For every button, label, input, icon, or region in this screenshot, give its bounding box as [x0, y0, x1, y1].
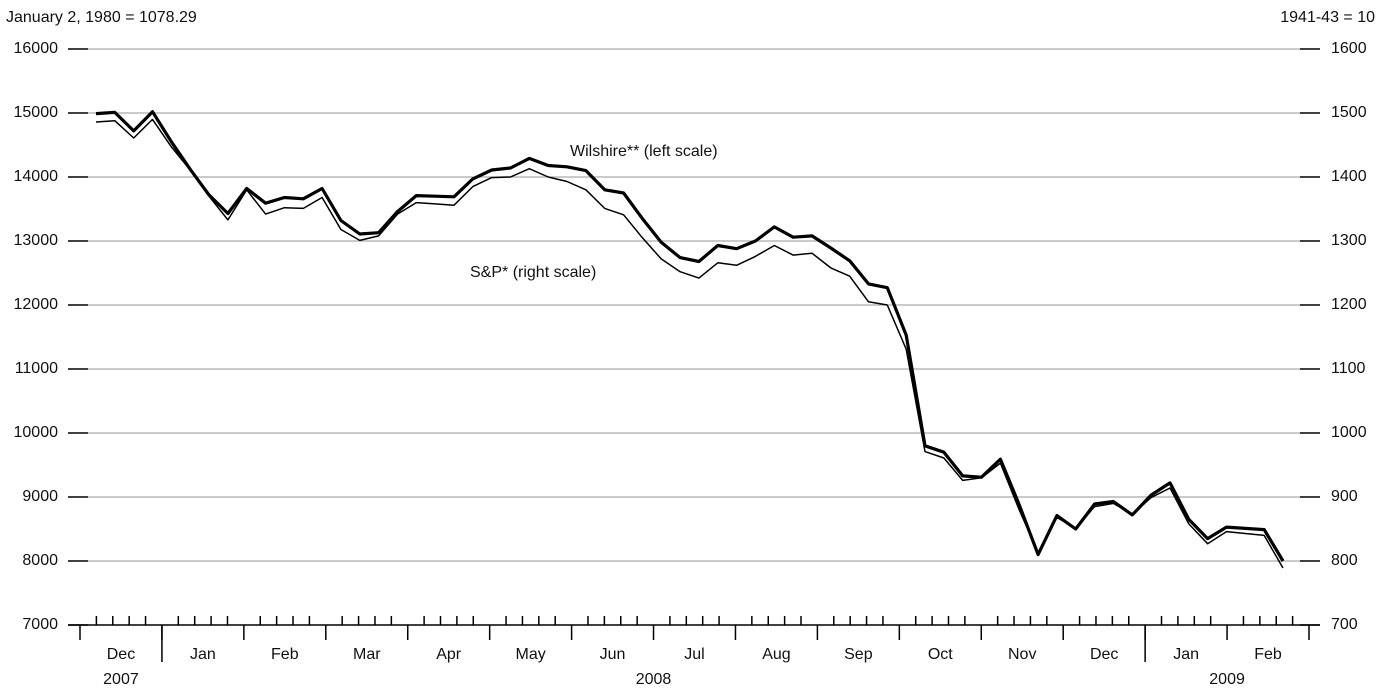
y2-tick-label: 1200 — [1331, 296, 1367, 313]
x-tick-label: Mar — [353, 646, 381, 663]
y-tick-label: 10000 — [14, 424, 59, 441]
y2-tick-label: 900 — [1331, 488, 1358, 505]
y-tick-label: 16000 — [14, 40, 59, 57]
year-label: 2008 — [636, 671, 672, 688]
y2-tick-label: 800 — [1331, 552, 1358, 569]
x-tick-label: Jan — [190, 646, 216, 663]
y-tick-label: 13000 — [14, 232, 59, 249]
y2-tick-label: 1300 — [1331, 232, 1367, 249]
x-tick-label: May — [516, 646, 546, 663]
year-label: 2009 — [1209, 671, 1245, 688]
y-tick-label: 9000 — [22, 488, 58, 505]
y-tick-label: 12000 — [14, 296, 59, 313]
x-tick-label: Jun — [600, 646, 626, 663]
y2-axis-note: 1941-43 = 10 — [1280, 9, 1375, 26]
y2-tick-label: 1000 — [1331, 424, 1367, 441]
x-tick-label: Oct — [928, 646, 953, 663]
y-tick-label: 15000 — [14, 104, 59, 121]
y-tick-label: 11000 — [15, 360, 58, 377]
x-tick-label: Sep — [844, 646, 873, 663]
x-tick-label: Jan — [1173, 646, 1199, 663]
x-tick-label: Nov — [1008, 646, 1036, 663]
series-label: S&P* (right scale) — [470, 264, 596, 281]
series-line — [95, 118, 1284, 569]
y2-tick-label: 1400 — [1331, 168, 1367, 185]
y2-tick-label: 1600 — [1331, 40, 1367, 57]
x-tick-label: Dec — [107, 646, 135, 663]
y-tick-label: 7000 — [22, 616, 58, 633]
x-tick-label: Apr — [436, 646, 462, 663]
x-tick-label: Feb — [1254, 646, 1282, 663]
y-tick-label: 8000 — [22, 552, 58, 569]
y-axis-note: January 2, 1980 = 1078.29 — [6, 9, 197, 26]
x-tick-label: Dec — [1090, 646, 1118, 663]
y-tick-label: 14000 — [14, 168, 59, 185]
year-label: 2007 — [103, 671, 139, 688]
x-tick-label: Aug — [762, 646, 790, 663]
y2-tick-label: 1500 — [1331, 104, 1367, 121]
series-label: Wilshire** (left scale) — [570, 143, 718, 160]
x-tick-label: Jul — [684, 646, 704, 663]
y2-tick-label: 700 — [1331, 616, 1358, 633]
x-tick-label: Feb — [271, 646, 299, 663]
y2-tick-label: 1100 — [1331, 360, 1366, 377]
series-line — [95, 110, 1285, 562]
